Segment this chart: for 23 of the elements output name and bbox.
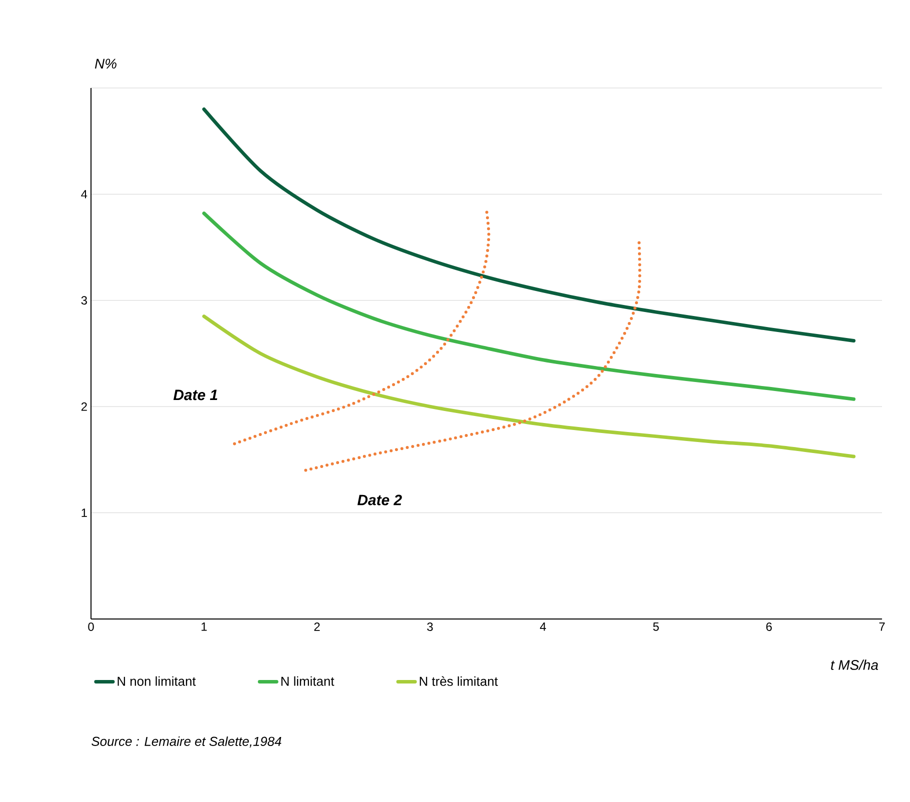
legend-label: N non limitant <box>118 676 196 686</box>
x-tick-label: 5 <box>653 622 659 631</box>
x-axis-title: t MS/ha <box>831 660 878 670</box>
x-tick-label: 7 <box>879 622 885 631</box>
x-tick-label: 6 <box>766 622 772 631</box>
y-tick-label: 3 <box>81 296 87 305</box>
x-tick-label: 3 <box>427 622 433 631</box>
annotation: Date 2 <box>357 494 402 506</box>
y-tick-label: 1 <box>82 508 87 517</box>
source-note: Source : Lemaire et Salette,1984 <box>92 736 282 748</box>
y-axis-title: N% <box>94 58 116 69</box>
line-series <box>304 240 642 472</box>
line-series <box>233 208 490 446</box>
x-tick-label: 1 <box>202 622 207 631</box>
legend-label: N limitant <box>281 676 334 686</box>
x-tick-label: 2 <box>314 622 320 631</box>
x-tick-label: 4 <box>540 622 546 631</box>
line-series <box>202 107 856 342</box>
annotation: Date 1 <box>173 390 218 400</box>
legend-label: N très limitant <box>420 676 498 686</box>
y-tick-label: 4 <box>81 190 88 198</box>
x-tick-label: 0 <box>88 622 94 631</box>
y-tick-label: 2 <box>81 402 87 411</box>
